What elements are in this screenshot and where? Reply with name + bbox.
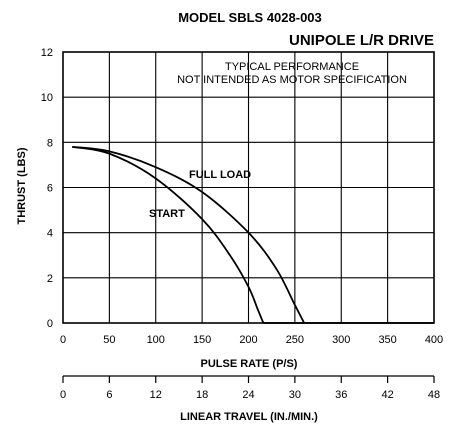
x-tick-label: 400	[425, 334, 443, 346]
y-tick-label: 2	[47, 273, 53, 285]
x-tick-label: 0	[60, 334, 66, 346]
secondary-tick-label: 30	[289, 389, 301, 401]
secondary-tick-label: 0	[60, 389, 66, 401]
y-tick-label: 10	[41, 92, 53, 104]
y-tick-label: 8	[47, 137, 53, 149]
secondary-tick-label: 24	[242, 389, 254, 401]
x-tick-label: 150	[193, 334, 211, 346]
x-tick-label: 200	[239, 334, 257, 346]
secondary-tick-label: 36	[335, 389, 347, 401]
start-label: START	[149, 208, 185, 220]
secondary-tick-label: 42	[382, 389, 394, 401]
secondary-tick-label: 12	[150, 389, 162, 401]
y-tick-label: 0	[47, 318, 53, 330]
chart-subtitle: UNIPOLE L/R DRIVE	[289, 32, 434, 49]
series-full-load-line	[72, 145, 305, 324]
series-start-line	[72, 145, 265, 324]
secondary-tick-label: 48	[428, 389, 440, 401]
annotation-line-2: NOT INTENDED AS MOTOR SPECIFICATION	[177, 74, 407, 86]
x-tick-label: 100	[147, 334, 165, 346]
y-tick-label: 12	[41, 47, 53, 59]
x-tick-label: 50	[103, 334, 115, 346]
secondary-axis-label: LINEAR TRAVEL (IN./MIN.)	[180, 411, 318, 423]
secondary-tick-label: 18	[196, 389, 208, 401]
secondary-tick-label: 6	[106, 389, 112, 401]
x-tick-label: 350	[378, 334, 396, 346]
x-axis-label: PULSE RATE (P/S)	[201, 358, 298, 370]
x-tick-label: 250	[286, 334, 304, 346]
y-axis-label: THRUST (LBS)	[16, 147, 28, 224]
annotation-line-1: TYPICAL PERFORMANCE	[225, 61, 359, 73]
x-tick-label: 300	[332, 334, 350, 346]
y-tick-label: 6	[47, 183, 53, 195]
full-load-label: FULL LOAD	[189, 169, 251, 181]
y-tick-label: 4	[47, 228, 53, 240]
chart-title: MODEL SBLS 4028-003	[178, 10, 322, 25]
